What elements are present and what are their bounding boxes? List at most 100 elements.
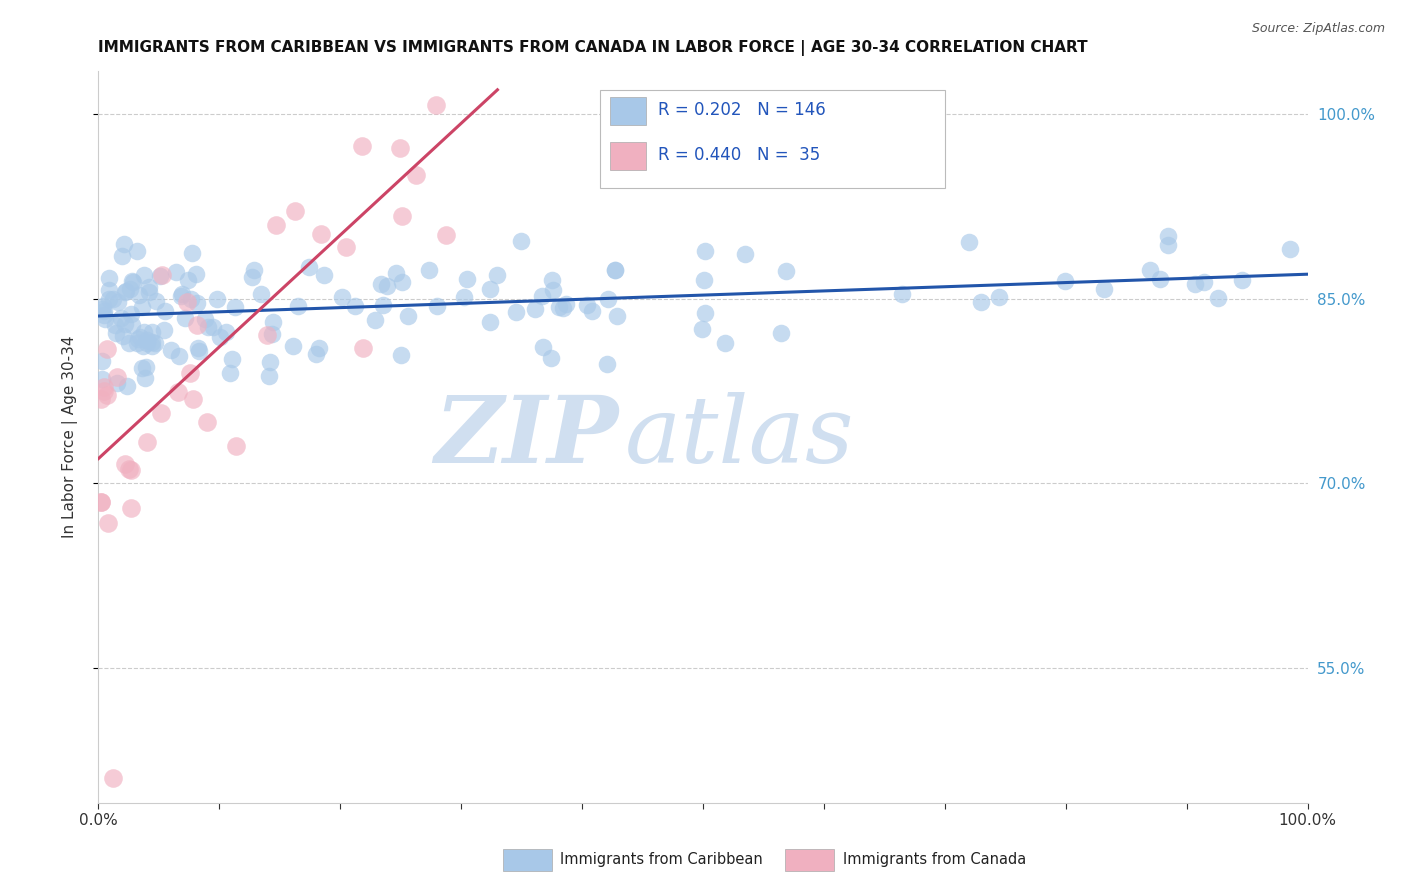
Point bbox=[389, 141, 412, 155]
Point bbox=[970, 294, 993, 309]
Point bbox=[1092, 282, 1115, 296]
Point bbox=[115, 378, 138, 392]
Point bbox=[314, 268, 336, 282]
Point bbox=[257, 368, 280, 383]
Point bbox=[101, 771, 124, 785]
Point bbox=[530, 288, 553, 302]
Point bbox=[957, 235, 980, 249]
Point bbox=[118, 335, 141, 350]
Point bbox=[114, 285, 136, 300]
Text: R = 0.202   N = 146: R = 0.202 N = 146 bbox=[658, 101, 825, 120]
Point bbox=[287, 299, 309, 313]
Point bbox=[173, 310, 195, 325]
Point bbox=[505, 305, 527, 319]
Point bbox=[150, 268, 173, 282]
Point bbox=[177, 273, 200, 287]
Point bbox=[540, 273, 562, 287]
Point bbox=[242, 270, 264, 285]
Point bbox=[138, 285, 160, 300]
Point bbox=[135, 434, 157, 449]
Point bbox=[179, 366, 201, 380]
Point bbox=[215, 325, 238, 339]
Point bbox=[693, 306, 716, 320]
Point bbox=[91, 302, 114, 317]
Point bbox=[107, 295, 129, 310]
Point bbox=[136, 335, 159, 350]
Point bbox=[104, 318, 127, 332]
Point bbox=[262, 327, 284, 342]
Point bbox=[134, 325, 156, 339]
Point bbox=[1192, 276, 1215, 290]
Point bbox=[90, 495, 112, 509]
Point bbox=[149, 406, 172, 420]
Point bbox=[551, 301, 574, 315]
Point bbox=[114, 317, 136, 331]
Point bbox=[131, 361, 153, 376]
Point bbox=[540, 351, 562, 366]
Point bbox=[138, 280, 160, 294]
Point bbox=[221, 351, 243, 366]
Point bbox=[243, 263, 266, 277]
Point bbox=[891, 287, 914, 301]
Point bbox=[170, 286, 193, 301]
Point bbox=[225, 439, 247, 453]
Point bbox=[132, 268, 155, 283]
Point bbox=[510, 235, 533, 249]
Point bbox=[250, 287, 273, 301]
Point bbox=[112, 237, 135, 252]
Point bbox=[91, 354, 114, 368]
Point bbox=[107, 376, 129, 390]
Point bbox=[186, 268, 208, 282]
Point bbox=[135, 333, 157, 347]
Point bbox=[1278, 243, 1301, 257]
Point bbox=[90, 392, 112, 406]
Point bbox=[141, 335, 163, 350]
Point bbox=[478, 315, 501, 329]
Point bbox=[479, 282, 502, 296]
Point bbox=[181, 392, 204, 406]
Point bbox=[1206, 291, 1229, 305]
Point bbox=[145, 294, 167, 309]
Point bbox=[554, 297, 576, 311]
Point bbox=[131, 300, 153, 314]
Point bbox=[127, 335, 149, 350]
Text: ZIP: ZIP bbox=[434, 392, 619, 482]
Point bbox=[96, 343, 118, 357]
Point bbox=[112, 329, 135, 343]
Point bbox=[93, 308, 115, 322]
Point bbox=[603, 263, 626, 277]
Point bbox=[170, 289, 193, 303]
Point bbox=[575, 298, 598, 312]
Point bbox=[775, 263, 797, 277]
Point bbox=[114, 457, 136, 471]
Point bbox=[166, 385, 188, 400]
Point bbox=[93, 299, 115, 313]
Point bbox=[117, 461, 139, 475]
Point bbox=[770, 326, 793, 340]
Point bbox=[305, 347, 328, 361]
Point bbox=[1230, 273, 1253, 287]
Point bbox=[195, 415, 218, 429]
Point bbox=[988, 290, 1011, 304]
Point bbox=[375, 278, 398, 293]
Point bbox=[405, 168, 427, 182]
Point bbox=[121, 274, 143, 288]
Bar bbox=[503, 849, 551, 871]
Point bbox=[120, 500, 142, 515]
Point bbox=[1157, 238, 1180, 252]
Bar bbox=[785, 849, 834, 871]
Point bbox=[205, 293, 228, 307]
Point bbox=[693, 244, 716, 258]
Point bbox=[188, 344, 211, 359]
Point bbox=[160, 343, 183, 358]
Point bbox=[153, 303, 176, 318]
Point bbox=[308, 341, 330, 355]
Point bbox=[143, 336, 166, 351]
Text: Source: ZipAtlas.com: Source: ZipAtlas.com bbox=[1251, 22, 1385, 36]
Point bbox=[547, 300, 569, 314]
Point bbox=[125, 244, 148, 258]
Point bbox=[391, 275, 413, 289]
Point bbox=[531, 340, 554, 354]
Point bbox=[335, 240, 357, 254]
Y-axis label: In Labor Force | Age 30-34: In Labor Force | Age 30-34 bbox=[62, 335, 77, 539]
